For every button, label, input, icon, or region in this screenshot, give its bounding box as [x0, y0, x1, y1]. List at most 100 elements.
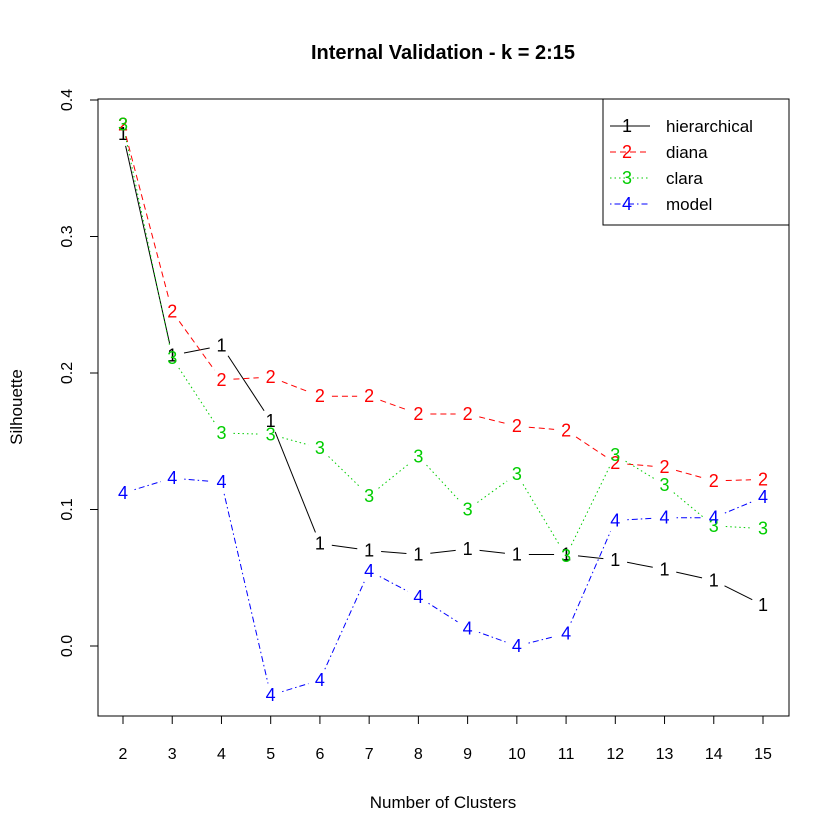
data-point-clara: 3	[266, 424, 276, 444]
data-point-model: 4	[167, 468, 177, 488]
data-point-hierarchical: 1	[709, 570, 719, 590]
data-point-hierarchical: 1	[463, 539, 473, 559]
series-line-segment	[223, 493, 269, 684]
series-line-segment	[125, 136, 170, 301]
series-line-segment	[528, 426, 555, 430]
series-line-segment	[625, 460, 655, 480]
series-line-segment	[379, 576, 409, 592]
y-tick-label: 0.1	[59, 498, 76, 520]
series-line-segment	[479, 549, 505, 554]
data-point-model: 4	[413, 587, 423, 607]
legend-item-hierarchical: 1 hierarchical	[610, 116, 753, 136]
legend-item-model: 4 model	[610, 194, 712, 214]
series-line-segment	[331, 544, 358, 550]
data-point-diana: 2	[463, 404, 473, 424]
series-line-segment	[479, 416, 506, 424]
data-point-model: 4	[512, 636, 522, 656]
data-point-diana: 2	[118, 115, 128, 135]
x-tick-label: 4	[217, 746, 226, 763]
data-point-hierarchical: 1	[512, 545, 522, 565]
legend-marker: 2	[622, 142, 632, 162]
data-point-hierarchical: 1	[167, 345, 177, 365]
y-tick-label: 0.0	[59, 635, 76, 657]
x-tick-label: 9	[463, 746, 472, 763]
series-line-segment	[281, 380, 309, 393]
x-tick-label: 7	[365, 746, 374, 763]
data-point-model: 4	[758, 487, 768, 507]
data-point-clara: 3	[512, 464, 522, 484]
series-line-segment	[522, 484, 561, 546]
data-point-hierarchical: 1	[660, 560, 670, 580]
data-point-clara: 3	[561, 546, 571, 566]
data-point-clara: 3	[709, 516, 719, 536]
data-point-model: 4	[364, 561, 374, 581]
series-line-segment	[676, 571, 703, 579]
data-point-hierarchical: 1	[266, 411, 276, 431]
series-line-segment	[477, 480, 508, 503]
data-point-model: 4	[463, 618, 473, 638]
series-line-segment	[380, 399, 408, 411]
series-line-segment	[324, 581, 365, 670]
x-tick-label: 5	[266, 746, 275, 763]
legend-label: clara	[666, 169, 703, 188]
series-line-segment	[233, 432, 259, 435]
data-point-diana: 2	[364, 386, 374, 406]
x-tick-label: 11	[558, 746, 575, 763]
x-tick-label: 8	[414, 746, 423, 763]
data-point-clara: 3	[660, 475, 670, 495]
x-axis-label: Number of Clusters	[370, 793, 516, 812]
data-point-clara: 3	[118, 115, 128, 135]
legend: 1 hierarchical 2 diana 3 clara 4 model	[602, 98, 790, 226]
data-point-hierarchical: 1	[118, 124, 128, 144]
data-point-clara: 3	[463, 500, 473, 520]
data-point-diana: 2	[709, 471, 719, 491]
y-axis-label: Silhouette	[7, 369, 26, 445]
data-point-diana: 2	[413, 404, 423, 424]
series-line-segment	[478, 631, 506, 643]
data-point-hierarchical: 1	[610, 550, 620, 570]
data-point-model: 4	[315, 670, 325, 690]
x-tick-label: 3	[168, 746, 177, 763]
data-point-diana: 2	[561, 420, 571, 440]
data-point-diana: 2	[266, 367, 276, 387]
data-point-model: 4	[118, 483, 128, 503]
y-axis: 0.0 0.1 0.2 0.3 0.4	[59, 89, 99, 657]
legend-item-diana: 2 diana	[610, 142, 708, 162]
data-point-model: 4	[216, 472, 226, 492]
series-line-segment	[577, 555, 604, 560]
data-point-hierarchical: 1	[364, 540, 374, 560]
series-line-segment	[430, 549, 456, 554]
series-line-segment	[233, 377, 259, 380]
x-tick-label: 12	[606, 746, 624, 763]
series-line-segment	[134, 481, 161, 491]
series-line-segment	[673, 492, 705, 519]
data-point-diana: 2	[512, 416, 522, 436]
data-point-hierarchical: 1	[758, 595, 768, 615]
data-point-diana: 2	[610, 453, 620, 473]
series-line-segment	[724, 501, 753, 514]
series-model: 4 4 4 4 4 4 4 4 4 4 4 4 4 4	[118, 468, 768, 705]
data-point-clara: 3	[413, 446, 423, 466]
x-tick-label: 14	[705, 746, 723, 763]
legend-item-clara: 3 clara	[610, 168, 703, 188]
y-tick-label: 0.3	[59, 225, 76, 247]
data-point-diana: 2	[758, 469, 768, 489]
x-tick-label: 13	[656, 746, 674, 763]
series-line-segment	[227, 355, 265, 412]
series-line-segment	[184, 478, 210, 482]
x-tick-label: 2	[119, 746, 128, 763]
series-line-segment	[626, 561, 653, 568]
series-line-segment	[627, 517, 653, 521]
series-line-segment	[725, 526, 752, 529]
series-line-segment	[282, 437, 309, 446]
series-line-segment	[725, 479, 752, 482]
data-point-clara: 3	[167, 348, 177, 368]
series-line-segment	[570, 531, 611, 623]
data-point-diana: 2	[660, 457, 670, 477]
series-line-segment	[178, 367, 216, 424]
data-point-diana: 2	[167, 302, 177, 322]
series-line-segment	[274, 431, 316, 533]
data-point-clara: 3	[216, 423, 226, 443]
data-point-hierarchical: 1	[315, 534, 325, 554]
